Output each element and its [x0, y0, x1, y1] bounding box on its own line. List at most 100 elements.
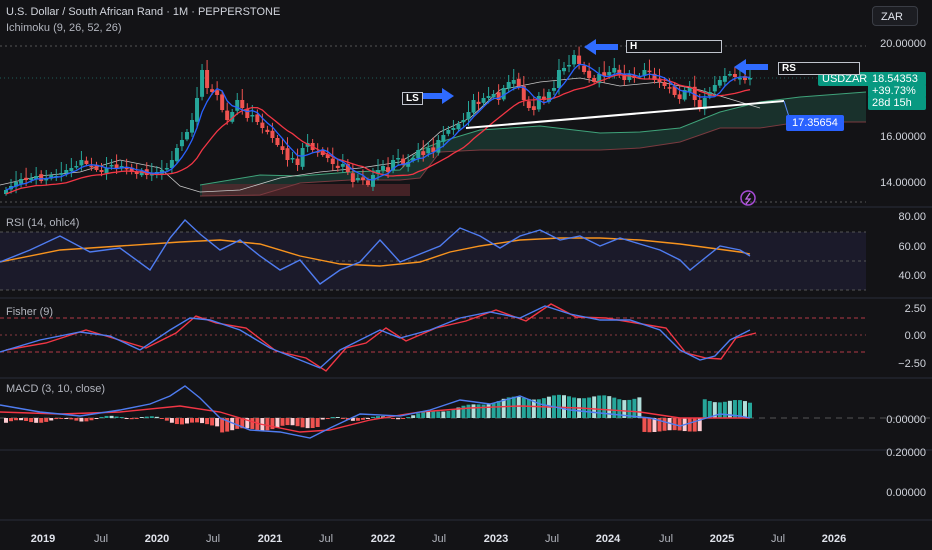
fisher-legend[interactable]: Fisher (9) — [6, 306, 54, 318]
macd-histogram-bar — [451, 409, 456, 418]
time-axis-label: Jul — [658, 533, 674, 545]
fisher-trigger-line — [5, 303, 757, 372]
candle — [587, 70, 592, 78]
candle — [124, 167, 129, 170]
macd-legend[interactable]: MACD (3, 10, close) — [6, 383, 106, 395]
macd-histogram-bar — [325, 418, 330, 419]
candle — [426, 148, 431, 154]
macd-histogram-bar — [692, 418, 697, 432]
macd-histogram-bar — [335, 417, 340, 418]
macd-histogram-bar — [64, 418, 69, 419]
candle — [516, 78, 521, 86]
rsi-ma-line — [0, 237, 751, 267]
macd-histogram-bar — [184, 418, 189, 424]
macd-histogram-bar — [19, 418, 24, 421]
candle — [179, 140, 184, 147]
ichimoku-legend[interactable]: Ichimoku (9, 26, 52, 26) — [6, 22, 122, 34]
candle — [200, 70, 205, 97]
macd-histogram-bar — [114, 416, 119, 418]
candle — [577, 55, 582, 64]
macd-histogram-bar — [370, 416, 375, 418]
macd-tick: 0.00000 — [886, 487, 926, 499]
candle — [748, 78, 752, 80]
macd-histogram-bar — [270, 418, 275, 430]
right-shoulder-label[interactable]: RS — [778, 62, 860, 75]
macd-histogram-bar — [124, 418, 129, 419]
macd-histogram-bar — [250, 418, 255, 429]
candle — [732, 74, 737, 77]
currency-button[interactable]: ZAR — [872, 6, 918, 26]
macd-histogram-bar — [396, 418, 401, 420]
candle — [235, 100, 240, 111]
macd-histogram-bar — [225, 418, 230, 432]
macd-histogram-bar — [652, 418, 657, 433]
macd-histogram-bar — [471, 404, 476, 418]
macd-histogram-bar — [280, 418, 285, 426]
macd-histogram-bar — [727, 400, 732, 418]
macd-histogram-bar — [84, 418, 89, 422]
candle — [205, 70, 210, 88]
candle — [69, 168, 74, 172]
ichimoku-cloud — [200, 92, 866, 196]
head-label[interactable]: H — [626, 40, 722, 53]
candle — [174, 148, 179, 162]
symbol-badge: USDZAR — [818, 72, 872, 86]
macd-histogram-bar — [190, 418, 194, 423]
macd-histogram-bar — [240, 418, 245, 429]
macd-histogram-bar — [79, 418, 84, 422]
macd-histogram-bar — [205, 418, 210, 425]
macd-histogram-bar — [662, 418, 667, 431]
rsi-tick: 80.00 — [898, 211, 926, 223]
candle — [441, 135, 446, 142]
candle — [647, 70, 652, 73]
time-axis-label: 2025 — [709, 533, 735, 545]
candle — [536, 96, 541, 110]
macd-histogram-bar — [94, 418, 99, 419]
macd-histogram-bar — [421, 411, 426, 418]
macd-histogram-bar — [9, 418, 14, 422]
time-axis-label: 2020 — [144, 533, 170, 545]
candle — [692, 86, 697, 100]
candle — [687, 88, 692, 92]
candle — [471, 100, 476, 113]
candle — [501, 88, 506, 100]
macd-histogram-bar — [144, 416, 149, 418]
macd-histogram-bar — [295, 418, 300, 427]
candle — [436, 140, 441, 153]
time-axis-label: Jul — [544, 533, 560, 545]
macd-histogram-bar — [164, 418, 169, 421]
candle — [506, 82, 511, 89]
macd-histogram-bar — [320, 418, 325, 420]
candle — [345, 164, 350, 172]
macd-histogram-bar — [376, 416, 380, 418]
candle — [421, 151, 426, 155]
time-axis-label: Jul — [205, 533, 221, 545]
candle — [486, 96, 491, 98]
candle — [396, 158, 401, 160]
candle — [491, 94, 496, 98]
macd-histogram-bar — [622, 400, 627, 418]
candle — [652, 73, 657, 80]
candle — [461, 120, 466, 123]
macd-histogram-bar — [511, 396, 516, 418]
candle — [370, 175, 375, 187]
left-shoulder-label[interactable]: LS — [402, 92, 423, 105]
candle — [742, 76, 747, 80]
candle — [99, 170, 104, 172]
macd-histogram-bar — [310, 418, 315, 429]
macd-histogram-bar — [466, 404, 471, 418]
candle — [541, 96, 546, 100]
macd-histogram-bar — [732, 400, 737, 418]
macd-histogram-bar — [220, 418, 225, 433]
macd-histogram-bar — [200, 418, 205, 424]
rsi-legend[interactable]: RSI (14, ohlc4) — [6, 217, 80, 229]
macd-histogram-bar — [426, 411, 431, 418]
macd-histogram-bar — [712, 402, 717, 418]
macd-histogram-bar — [99, 416, 104, 418]
candle — [184, 132, 189, 140]
candle — [245, 109, 250, 118]
macd-histogram-bar — [612, 397, 617, 418]
macd-histogram-bar — [24, 418, 29, 421]
macd-histogram-bar — [406, 417, 411, 418]
